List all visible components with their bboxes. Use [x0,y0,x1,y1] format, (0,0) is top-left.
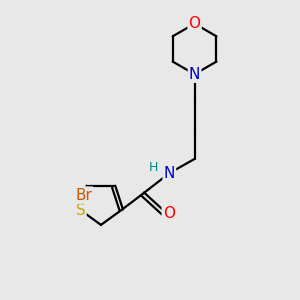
Text: O: O [189,16,201,31]
Text: O: O [163,206,175,220]
Text: N: N [164,166,175,181]
Text: H: H [148,161,158,174]
Text: N: N [189,67,200,82]
Text: Br: Br [76,188,92,202]
Text: S: S [76,202,85,217]
